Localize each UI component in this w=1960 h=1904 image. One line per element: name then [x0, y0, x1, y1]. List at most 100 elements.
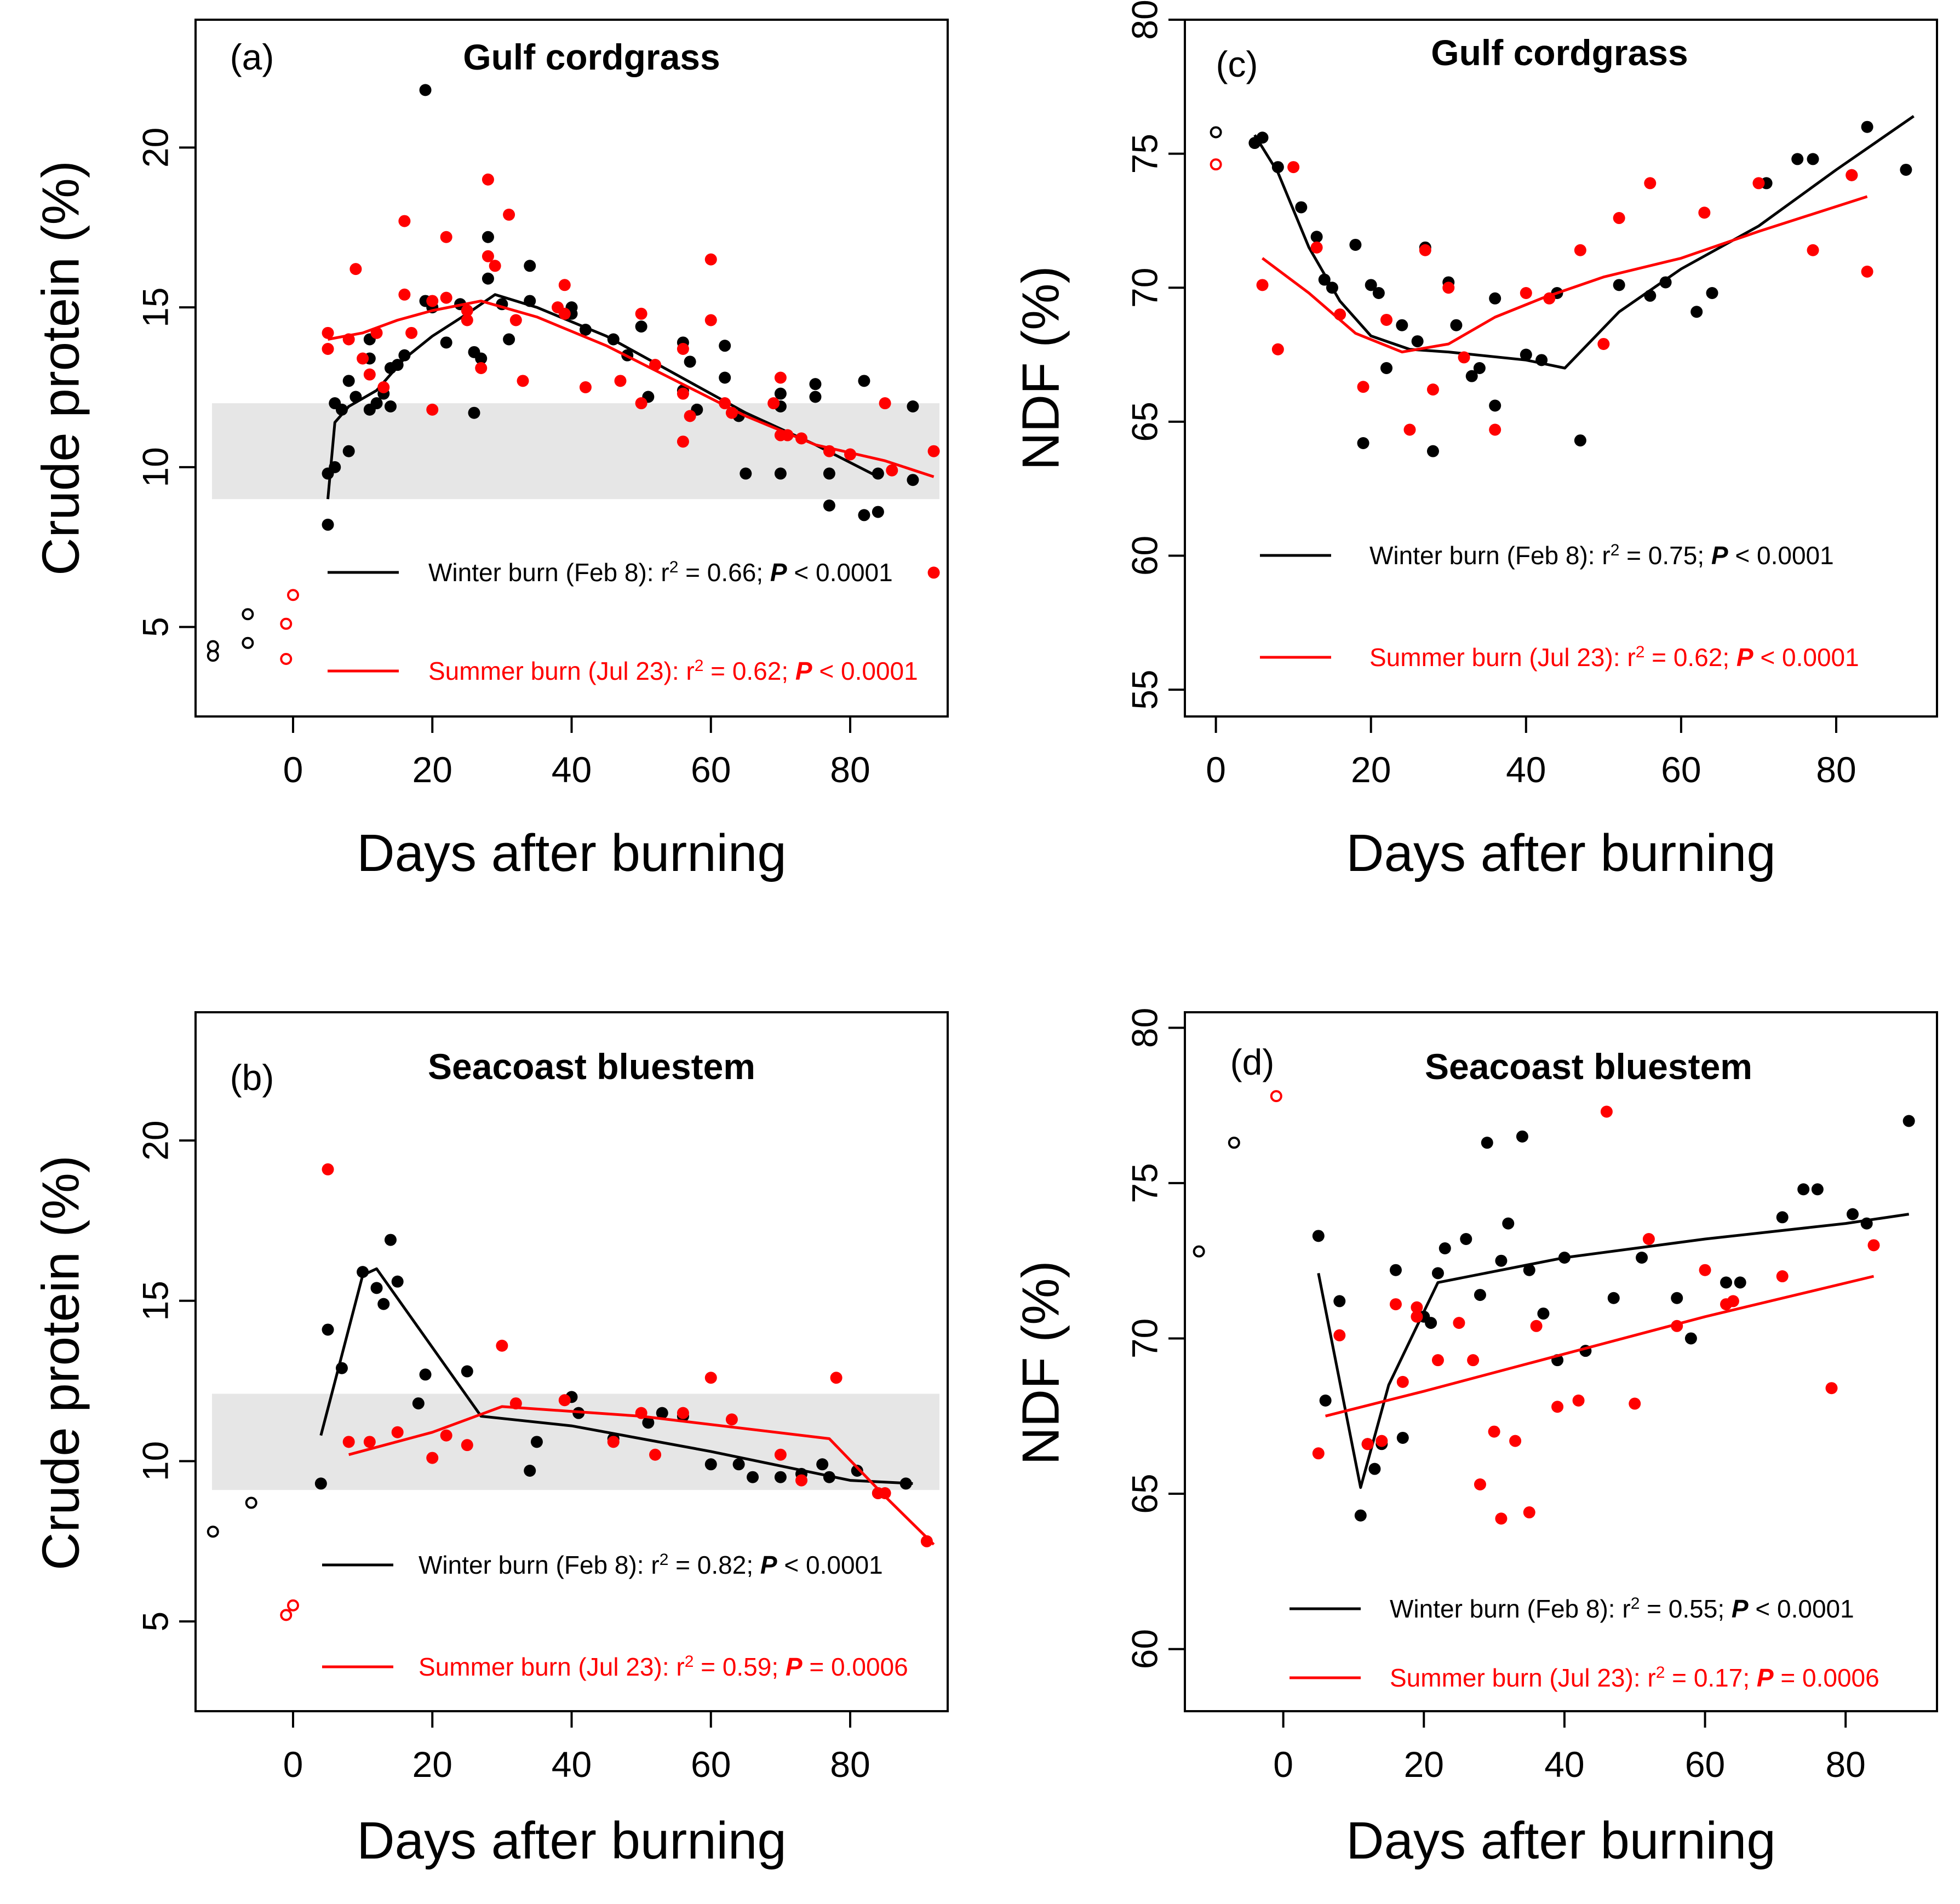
data-point: [1396, 319, 1408, 331]
fit-line: [1317, 1213, 1910, 1489]
data-point: [886, 464, 898, 477]
data-point: [1411, 335, 1424, 348]
data-point: [1574, 244, 1586, 256]
data-point: [342, 1436, 355, 1448]
data-point: [1419, 244, 1431, 256]
pre-burn-point: [1210, 158, 1222, 171]
data-point: [1310, 241, 1323, 254]
data-point: [322, 1163, 334, 1175]
data-point: [684, 355, 696, 368]
data-point: [377, 381, 390, 394]
data-point: [1613, 212, 1625, 225]
data-point: [363, 1436, 376, 1448]
data-point: [1720, 1276, 1733, 1289]
data-point: [440, 1429, 452, 1442]
legend-text-part: Summer burn (Jul 23): r: [428, 657, 695, 685]
data-point: [677, 342, 689, 355]
data-point: [823, 499, 835, 512]
data-point: [357, 1266, 369, 1278]
data-point: [704, 253, 717, 266]
legend-text-part: < 0.0001: [1728, 541, 1834, 570]
data-point: [642, 1416, 655, 1429]
data-point: [1411, 1310, 1423, 1323]
data-point: [1326, 282, 1338, 294]
data-point: [1465, 370, 1478, 382]
data-point: [1520, 348, 1532, 361]
fit-line: [1253, 115, 1915, 370]
data-point: [1489, 423, 1501, 436]
panel-label: (c): [1216, 44, 1258, 84]
data-point: [398, 349, 411, 362]
data-point: [1698, 207, 1711, 219]
y-tick-label: 20: [135, 128, 175, 168]
data-point: [1295, 201, 1308, 214]
data-point: [1310, 231, 1323, 243]
x-tick-label: 20: [412, 749, 452, 790]
x-axis-label: Days after burning: [357, 824, 786, 882]
data-point: [440, 336, 452, 349]
data-point: [719, 397, 731, 410]
series-summer-burn: [1210, 158, 1873, 436]
data-point: [357, 352, 369, 365]
y-tick-label: 70: [1124, 1318, 1165, 1358]
data-point: [558, 279, 571, 291]
data-point: [781, 429, 794, 441]
data-point: [1791, 153, 1804, 165]
data-point: [1523, 1506, 1535, 1519]
legend-text-part: = 0.66;: [678, 558, 770, 587]
series-winter-burn: [207, 84, 919, 662]
fit-line: [326, 293, 879, 500]
y-tick-label: 15: [135, 287, 175, 327]
data-point: [1776, 1211, 1789, 1224]
data-point: [1629, 1397, 1641, 1410]
x-tick-label: 60: [1685, 1744, 1725, 1785]
data-point: [1357, 437, 1369, 449]
legend-entry: Summer burn (Jul 23): r2 = 0.17; P = 0.0…: [1290, 1664, 1879, 1692]
data-point: [1431, 1354, 1444, 1367]
legend-text-part: P: [1711, 541, 1728, 570]
legend-entry: Winter burn (Feb 8): r2 = 0.66; P < 0.00…: [328, 558, 893, 587]
data-point: [1312, 1447, 1325, 1460]
x-tick-label: 20: [1404, 1744, 1444, 1785]
x-tick-label: 40: [1506, 749, 1546, 790]
data-point: [1642, 1232, 1655, 1245]
x-tick-label: 60: [1661, 749, 1701, 790]
data-point: [719, 340, 731, 352]
data-point: [426, 403, 439, 416]
data-point: [1473, 362, 1486, 374]
legend-text-part: P: [786, 1653, 803, 1681]
pre-burn-point: [286, 589, 299, 601]
data-point: [461, 1365, 473, 1378]
data-point: [322, 1323, 334, 1336]
data-point: [426, 1452, 439, 1464]
legend-text-part: = 0.55;: [1640, 1595, 1732, 1623]
data-point: [461, 1439, 473, 1452]
data-point: [1807, 244, 1819, 256]
data-point: [1489, 292, 1501, 305]
data-point: [816, 1458, 829, 1471]
data-point: [823, 467, 835, 480]
legend-text-part: < 0.0001: [777, 1551, 883, 1579]
legend-entry: Winter burn (Feb 8): r2 = 0.82; P < 0.00…: [322, 1551, 883, 1579]
data-point: [517, 375, 529, 387]
data-point: [1334, 308, 1346, 321]
x-axis-label: Days after burning: [1346, 1811, 1775, 1870]
x-tick-label: 0: [283, 1744, 303, 1785]
data-point: [482, 250, 494, 262]
x-tick-label: 40: [552, 749, 592, 790]
legend-text-part: < 0.0001: [1753, 643, 1859, 672]
panel-b: 0 20 40 60 80 5 10 15 20 Days after burning Crude …: [31, 1011, 949, 1870]
plot-frame: [194, 19, 949, 718]
x-tick-label: 40: [1544, 1744, 1584, 1785]
data-point: [774, 387, 787, 400]
data-point: [419, 1368, 432, 1381]
x-axis-label: Days after burning: [357, 1811, 786, 1870]
legend-entry: Winter burn (Feb 8): r2 = 0.55; P < 0.00…: [1290, 1595, 1854, 1623]
data-point: [1706, 287, 1718, 300]
data-point: [1481, 1137, 1493, 1149]
data-point: [1372, 287, 1385, 300]
data-point: [1396, 1375, 1409, 1388]
data-point: [927, 566, 940, 579]
data-point: [635, 320, 647, 333]
data-point: [677, 435, 689, 448]
